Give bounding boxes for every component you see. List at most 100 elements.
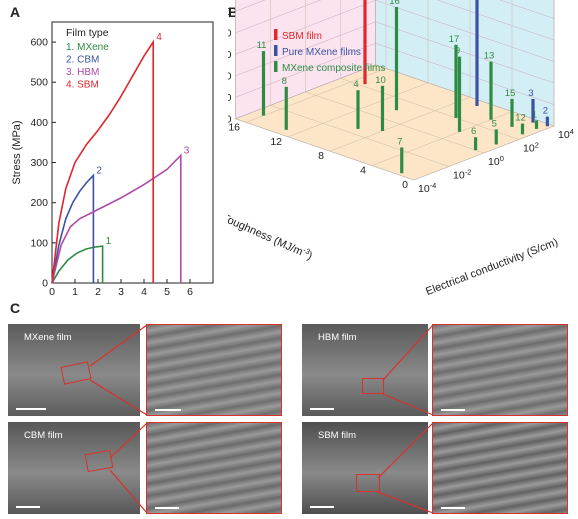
x-tick-label: 6 (187, 286, 193, 298)
conductivity-tick-label: 10-2 (453, 167, 471, 182)
legend-swatch (274, 29, 278, 40)
x-tick-label: 4 (141, 286, 147, 298)
stress-strain-chart: 01234560100200300400500600Strain (%)Stre… (11, 21, 214, 298)
series-line (51, 153, 182, 284)
region-of-interest-box (84, 449, 114, 473)
conductivity-gridline (375, 0, 555, 127)
bar-label: 13 (484, 51, 495, 62)
toughness-tick-label: 4 (360, 165, 366, 177)
legend-entry: MXene composite films (282, 63, 385, 74)
legend-entry: 3. HBM (66, 67, 99, 78)
conductivity-tick-label: 10-4 (418, 181, 436, 196)
x-tick-label: 0 (49, 286, 55, 298)
legend-swatch (274, 61, 278, 72)
bar-label: 12 (515, 113, 526, 124)
x-tick-label: 3 (118, 286, 124, 298)
z-tick-label: 300 (228, 49, 232, 61)
scale-bar (310, 408, 334, 410)
region-of-interest-box (362, 378, 384, 394)
sem-image-sbm-film: SBM film (302, 422, 428, 514)
conductivity-tick-label: 100 (488, 154, 504, 169)
panel-letter-c: C (10, 300, 21, 316)
z-tick-label: 500 (228, 6, 232, 18)
sem-label-hbm-film: HBM film (318, 332, 357, 343)
property-comparison-3d-chart: 0100200300400500600Tensile strength (MPa… (228, 0, 574, 298)
legend-entry: 2. CBM (66, 55, 99, 66)
scale-bar (16, 408, 46, 410)
series-line (51, 245, 104, 284)
conductivity-gridline (270, 0, 450, 167)
sem-image-cbm-film: CBM film (8, 422, 140, 514)
bar-label: 9 (455, 46, 460, 57)
series-end-label: 3 (184, 145, 190, 156)
series-line (51, 173, 95, 284)
sem-zoom-cbm-film (146, 422, 282, 514)
y-tick-label: 300 (30, 157, 48, 169)
plot-frame (51, 21, 214, 284)
conductivity-gridline (235, 0, 415, 181)
legend-swatch (274, 45, 278, 56)
conductivity-gridline (305, 0, 485, 154)
bar-label: 2 (543, 106, 548, 117)
panel-letter-b: B (228, 4, 239, 20)
toughness-axis-label: Toughness (MJ/m-3) (228, 210, 315, 263)
z-gridline (235, 0, 555, 41)
toughness-tick-label: 0 (402, 179, 408, 191)
z-tick-label: 100 (228, 92, 232, 104)
series-end-label: 2 (96, 165, 102, 176)
y-tick-label: 600 (30, 37, 48, 49)
sem-label-mxene-film: MXene film (24, 332, 72, 343)
y-tick-label: 0 (42, 278, 48, 290)
bar-label: 11 (257, 40, 267, 51)
bar-label: 16 (389, 0, 400, 7)
legend-entry: 1. MXene (66, 42, 109, 53)
bar-label: 7 (397, 136, 402, 147)
series-line (51, 39, 154, 284)
x-tick-label: 2 (95, 286, 101, 298)
bar-label: 3 (528, 88, 533, 99)
sem-image-hbm-film: HBM film (302, 324, 428, 416)
toughness-tick-label: 16 (228, 121, 240, 133)
bar-label: 15 (505, 88, 516, 99)
sem-zoom-mxene-film (146, 324, 282, 416)
region-of-interest-box (60, 361, 92, 385)
bar-label: 10 (375, 75, 386, 86)
bar-label: 6 (471, 126, 476, 137)
sem-zoom-hbm-film (432, 324, 568, 416)
legend-entry: SBM film (282, 31, 322, 42)
conductivity-tick-label: 104 (558, 127, 574, 142)
sem-label-sbm-film: SBM film (318, 430, 356, 441)
legend-title: Film type (66, 27, 109, 39)
bar-label: 5 (492, 118, 497, 129)
y-axis-label: Stress (MPa) (11, 120, 23, 184)
sem-image-mxene-film: MXene film (8, 324, 140, 416)
z-tick-label: 400 (228, 27, 232, 39)
conductivity-tick-label: 102 (523, 140, 539, 155)
scale-bar (155, 507, 179, 509)
toughness-tick-label: 12 (270, 136, 282, 148)
toughness-tick-label: 8 (318, 150, 324, 162)
scale-bar (441, 507, 465, 509)
y-tick-label: 200 (30, 197, 48, 209)
bar-label: 8 (282, 76, 287, 87)
bar-label: 4 (353, 79, 358, 90)
conductivity-axis-label: Electrical conductivity (S/cm) (424, 236, 560, 298)
sem-zoom-sbm-film (432, 422, 568, 514)
z-tick-label: 200 (228, 70, 232, 82)
z-tick-label: 0 (228, 113, 232, 125)
scale-bar (155, 409, 181, 411)
sem-label-cbm-film: CBM film (24, 430, 63, 441)
series-end-label: 4 (156, 32, 162, 43)
x-tick-label: 1 (72, 286, 78, 298)
y-tick-label: 100 (30, 237, 48, 249)
series-end-label: 1 (106, 236, 112, 247)
y-tick-label: 400 (30, 117, 48, 129)
y-tick-label: 500 (30, 77, 48, 89)
scale-bar (310, 506, 334, 508)
region-of-interest-box (356, 474, 380, 492)
legend-entry: 4. SBM (66, 80, 99, 91)
bar-label: 17 (449, 34, 460, 45)
bar-label: 1 (532, 109, 537, 120)
scale-bar (16, 506, 40, 508)
scale-bar (441, 409, 465, 411)
